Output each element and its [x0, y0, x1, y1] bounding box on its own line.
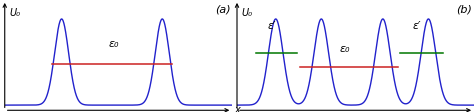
- Text: ε₀: ε₀: [109, 39, 119, 49]
- Text: U₀: U₀: [242, 8, 253, 18]
- Text: (a): (a): [215, 4, 230, 14]
- Text: ε′: ε′: [413, 21, 421, 31]
- Text: ε′: ε′: [267, 21, 275, 31]
- Text: x: x: [235, 105, 240, 112]
- Text: (b): (b): [456, 4, 472, 14]
- Text: ε₀: ε₀: [339, 44, 350, 54]
- Text: U₀: U₀: [9, 8, 20, 18]
